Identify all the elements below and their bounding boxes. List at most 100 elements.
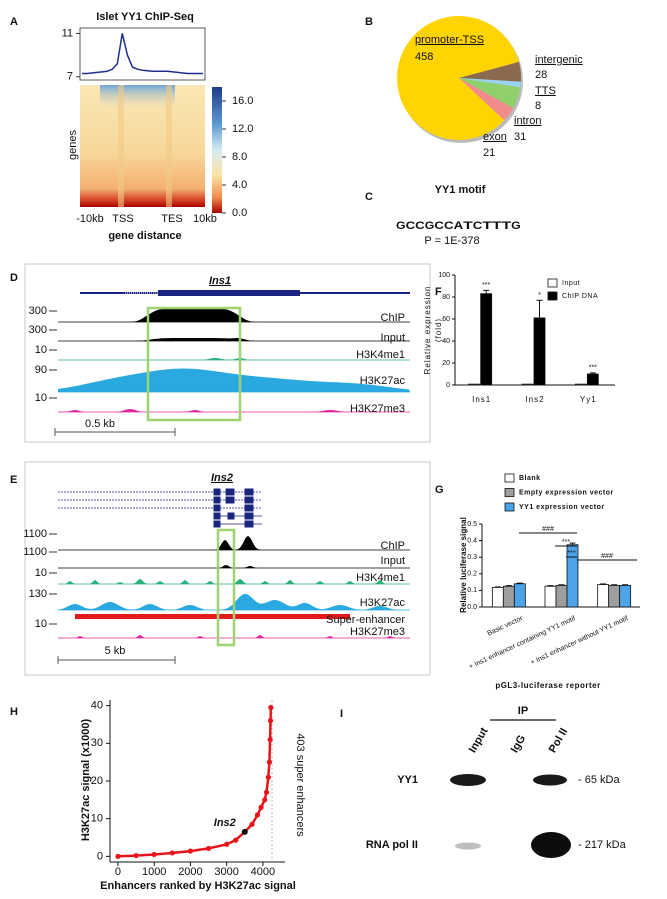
pie-slice [396,16,519,141]
y-axis-label: (fold) [434,318,443,342]
band [531,832,571,858]
x-tick-label: TES [161,213,182,225]
significance: *** [589,365,597,372]
x-tick-label: 4000 [251,866,275,878]
point [187,848,194,854]
exon [213,504,221,512]
row-label: YY1 [397,774,418,786]
p-value: P = 1E-378 [424,235,479,247]
gene-name: Ins1 [209,275,231,287]
x-tick-label: 2000 [178,866,202,878]
slice-value: 8 [535,100,541,112]
y-tick-label: 0.2 [467,571,477,578]
track-label: Input [381,555,405,567]
motif-letter: T [502,220,512,232]
band [450,774,486,786]
x-tick-label: 3000 [214,866,238,878]
band [455,842,481,850]
y-tick-label: 30 [91,737,103,749]
slice-label: promoter-TSS [415,34,484,46]
slice-label: exon [483,131,507,143]
bar [533,317,546,386]
profile-frame [79,27,206,81]
legend-label: Empty expression vector [519,489,614,496]
panel-frame [24,263,431,443]
panel-title: Islet YY1 ChIP-Seq [96,11,194,23]
scale-bar-label: 0.5 kb [85,418,115,430]
motif-letter: G [425,220,435,232]
track-scale: 10 [35,344,47,356]
motif-letter: G [396,220,406,232]
motif-letter: A [454,220,464,232]
y-tick-label: 20 [91,775,103,787]
legend-swatch [504,473,515,483]
lane-label: Input [467,725,491,755]
track-signal [58,593,410,610]
panel-letter: H [10,706,18,718]
x-tick-label: + Ins1 enhancer without YY1 motif [530,615,630,666]
gene-name: Ins2 [211,472,233,484]
significance: *** [482,282,490,289]
pie-slice [459,78,521,109]
bar [544,585,557,608]
slice-label: TTS [535,85,556,97]
exon [227,512,235,520]
band [533,774,567,786]
exon [213,512,221,520]
track-label: H3K27me3 [350,626,405,638]
track-scale: 300 [29,324,47,336]
y-tick-label: 11 [62,27,73,39]
motif-letter: C [444,220,454,232]
y-tick-label: 100 [438,272,450,279]
x-tick-label: Ins2 [525,395,544,404]
point [266,759,273,765]
marker-label: - 217 kDa [578,839,627,851]
panel-letter: E [10,474,17,486]
highlight-point [241,828,248,835]
y-tick-label: 0 [97,850,103,862]
point [169,850,175,856]
track-region [75,614,350,619]
motif-letter: C [406,220,416,232]
slice-value: 28 [535,69,547,81]
point [263,789,270,795]
y-tick-label: 0 [446,382,450,389]
track-label: H3K4me1 [356,349,405,361]
x-tick-label: -10kb [76,213,104,225]
colorbar-label: 8.0 [232,151,247,163]
track-scale: 10 [35,567,47,579]
panel-letter: I [340,708,343,720]
blot [450,719,571,858]
y-axis-label: genes [67,130,79,160]
track-scale: 130 [29,588,47,600]
track-label: H3K27ac [360,597,406,609]
track-signal [58,308,410,322]
point [267,718,274,724]
legend-swatch [547,291,558,301]
point [268,704,274,711]
x-axis-label: Enhancers ranked by H3K27ac signal [100,880,296,892]
motif-letter: T [482,220,492,232]
bar [555,585,568,608]
exon [225,496,235,504]
track-label: Super-enhancer [326,614,405,626]
lane-label: Pol II [547,726,571,755]
point [258,804,264,810]
panel-letter: G [435,484,444,496]
bar [491,587,504,608]
highlight-box [146,306,242,422]
exon [244,520,254,528]
heatmap-signal [100,85,175,111]
bar [480,293,493,386]
slice-value: 21 [483,147,495,159]
x-tick-label: TSS [112,213,133,225]
exon [244,512,254,520]
pie-slice [459,61,521,82]
point [262,797,268,803]
track-scale: 1100 [23,546,47,558]
lane-label: IgG [509,733,529,755]
scale-bar [54,428,176,664]
exon [244,488,254,496]
